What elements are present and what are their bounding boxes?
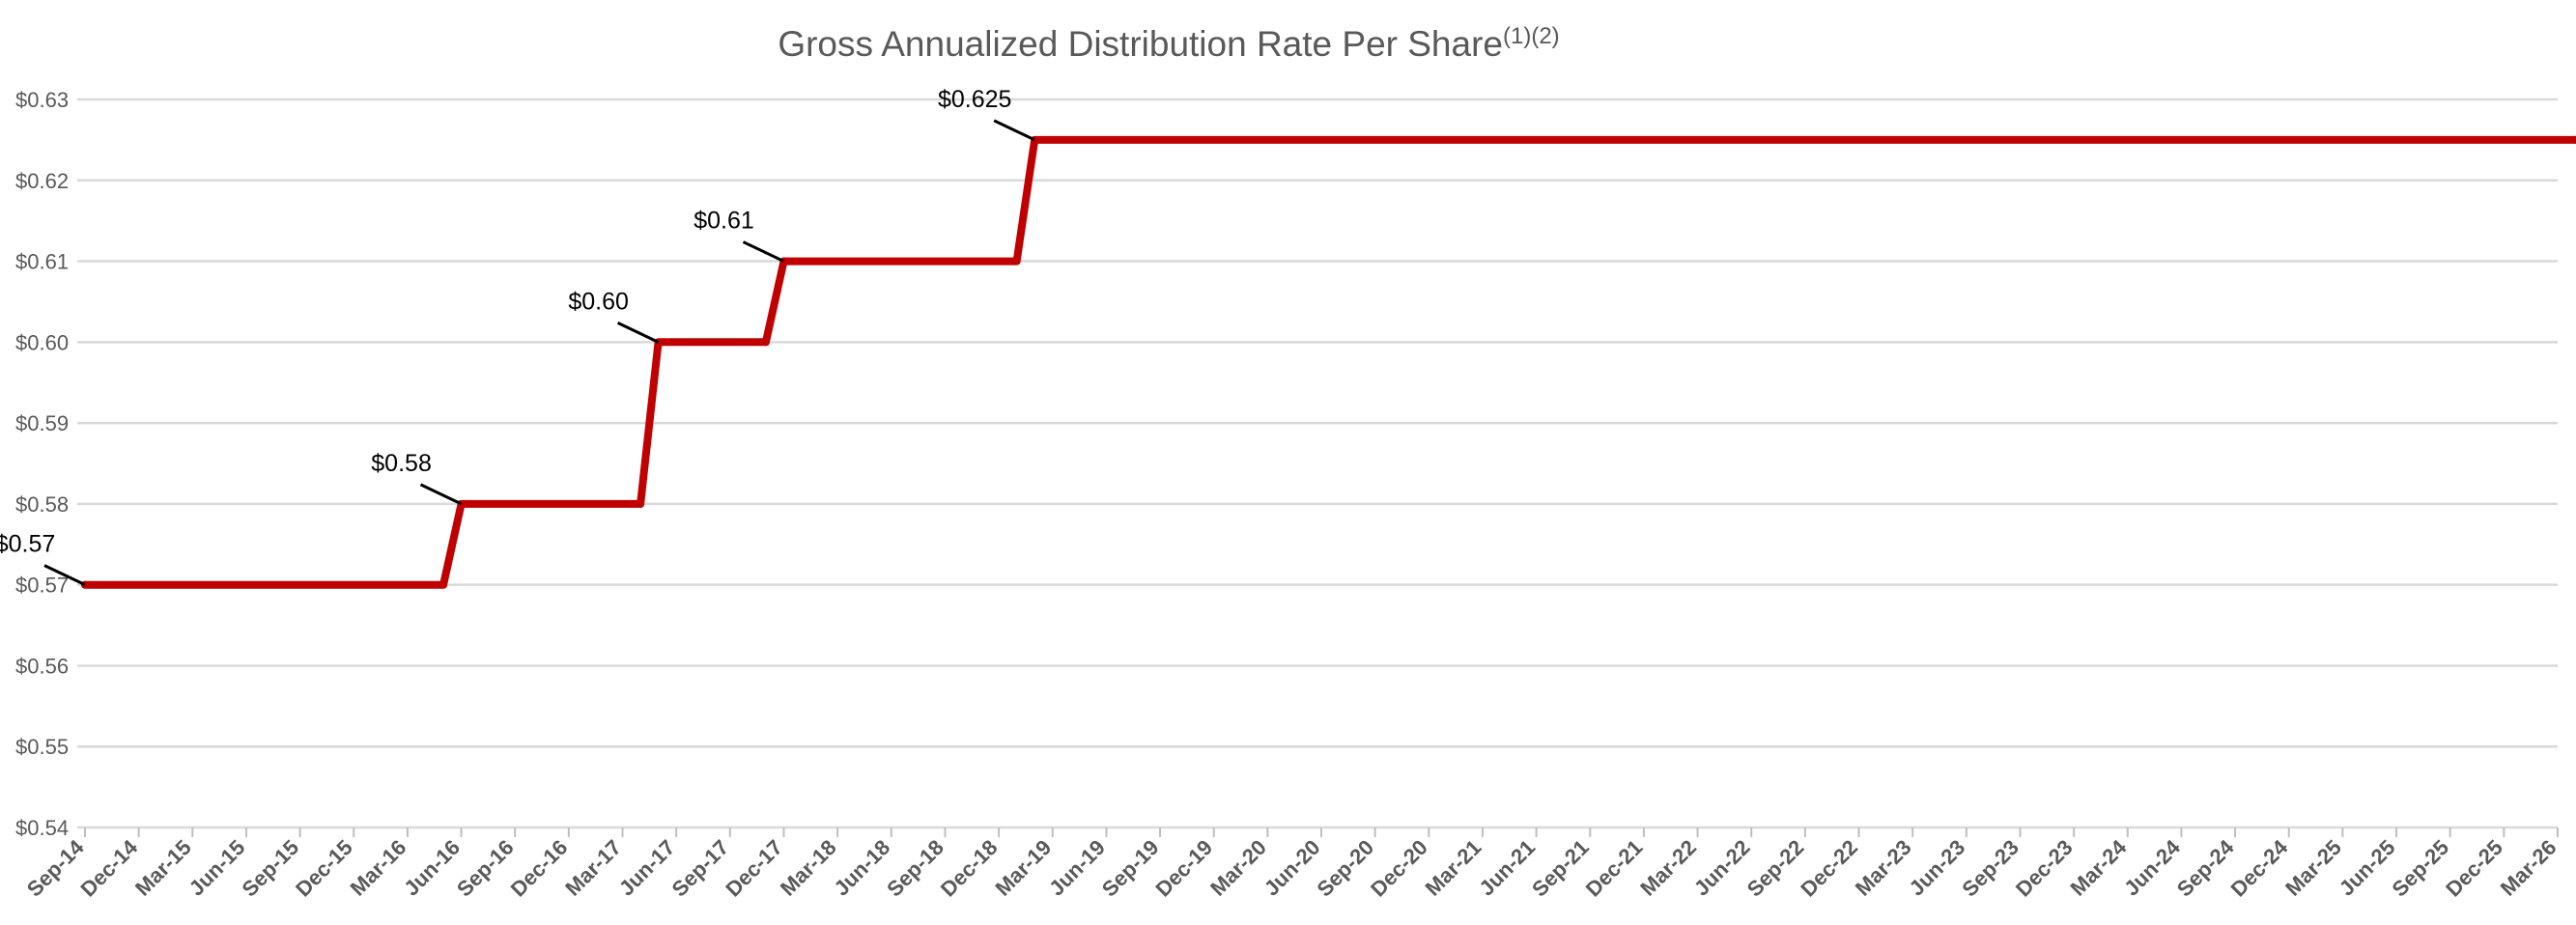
- y-tick-label: $0.59: [15, 411, 69, 435]
- x-tick-label: Dec-21: [1581, 835, 1648, 902]
- chart-title-superscript: (1)(2): [1503, 23, 1560, 49]
- x-tick-label: Jun-17: [614, 835, 680, 901]
- data-label-leader: [616, 321, 660, 344]
- x-tick-label: Sep-25: [2388, 835, 2454, 902]
- x-tick-label: Sep-23: [1957, 835, 2024, 902]
- x-tick-label: Dec-18: [936, 835, 1003, 902]
- x-tick-label: Mar-16: [346, 835, 411, 901]
- x-tick-label: Dec-14: [75, 834, 142, 901]
- x-tick-label: Dec-20: [1366, 835, 1432, 902]
- x-tick-label: Dec-17: [721, 835, 787, 902]
- x-tick-label: Jun-21: [1474, 835, 1540, 901]
- y-tick-label: $0.56: [15, 654, 69, 678]
- x-tick-label: Jun-20: [1260, 835, 1325, 901]
- data-label-leader: [43, 564, 86, 587]
- series-point: [2571, 135, 2576, 144]
- series-point: [637, 499, 645, 508]
- series-line: [81, 135, 2576, 589]
- data-label: $0.61: [694, 208, 754, 235]
- x-tick-label: Sep-22: [1742, 835, 1809, 902]
- x-tick-label: Mar-21: [1421, 835, 1486, 901]
- x-tick-label: Mar-19: [990, 835, 1056, 901]
- x-tick-label: Jun-15: [184, 835, 250, 901]
- x-tick-label: Sep-16: [452, 835, 519, 902]
- y-tick-label: $0.61: [15, 250, 69, 274]
- x-tick-label: Sep-18: [882, 835, 948, 902]
- series-line-path: [81, 135, 2576, 589]
- x-tick-label: Mar-26: [2496, 835, 2562, 901]
- chart-title-text: Gross Annualized Distribution Rate Per S…: [778, 24, 1503, 64]
- x-tick-label: Dec-24: [2226, 834, 2293, 901]
- x-tick-label: Sep-19: [1097, 835, 1164, 902]
- x-tick-label: Mar-17: [560, 835, 626, 901]
- x-tick-label: Jun-18: [829, 835, 894, 901]
- x-tick-label: Sep-21: [1527, 835, 1594, 902]
- series-point: [439, 580, 448, 589]
- data-label-leader: [419, 483, 463, 506]
- x-tick-label: Jun-24: [2119, 834, 2185, 900]
- x-tick-label: Jun-22: [1689, 835, 1755, 901]
- x-tick-label: Sep-15: [237, 835, 303, 902]
- data-label-leader: [993, 119, 1035, 142]
- x-tick-label: Jun-23: [1905, 835, 1970, 901]
- x-tick-label: Mar-25: [2280, 835, 2346, 901]
- x-axis: Sep-14Dec-14Mar-15Jun-15Sep-15Dec-15Mar-…: [22, 827, 2562, 902]
- x-tick-label: Jun-25: [2335, 835, 2400, 901]
- x-tick-label: Dec-16: [506, 835, 573, 902]
- y-tick-label: $0.62: [15, 169, 69, 193]
- gridlines: [77, 98, 2558, 829]
- x-tick-label: Dec-25: [2441, 835, 2507, 902]
- data-label: $0.57: [0, 531, 55, 558]
- x-tick-label: Mar-22: [1635, 835, 1701, 901]
- y-tick-label: $0.63: [15, 88, 69, 112]
- x-tick-label: Jun-16: [399, 835, 465, 901]
- x-tick-label: Sep-14: [22, 834, 89, 901]
- x-tick-label: Dec-23: [2011, 835, 2078, 902]
- x-tick-label: Mar-18: [776, 835, 841, 901]
- data-label: $0.60: [568, 288, 629, 315]
- series-point: [761, 338, 770, 347]
- y-tick-label: $0.54: [15, 816, 69, 840]
- y-axis: $0.63 $0.62 $0.61 $0.60 $0.59 $0.58 $0.57 $0.56…: [15, 88, 69, 840]
- data-labels: $0.57 $0.58 $0.60 $0.61 $0.625: [0, 86, 1035, 587]
- data-label-leader: [742, 240, 785, 263]
- y-tick-label: $0.57: [15, 574, 69, 598]
- x-tick-label: Sep-20: [1312, 835, 1378, 902]
- data-label: $0.58: [371, 450, 432, 477]
- x-tick-label: Sep-17: [667, 835, 734, 902]
- x-tick-label: Mar-20: [1205, 835, 1271, 901]
- x-tick-label: Mar-24: [2065, 834, 2131, 900]
- x-tick-label: Dec-19: [1151, 835, 1218, 902]
- y-tick-label: $0.58: [15, 492, 69, 517]
- x-tick-label: Jun-19: [1044, 835, 1110, 901]
- x-tick-label: Dec-22: [1796, 835, 1862, 902]
- series-point: [1012, 257, 1021, 266]
- x-tick-label: Sep-24: [2172, 834, 2239, 901]
- y-tick-label: $0.55: [15, 735, 69, 759]
- x-tick-label: Dec-15: [291, 835, 357, 902]
- chart-title: Gross Annualized Distribution Rate Per S…: [778, 23, 1559, 64]
- x-tick-label: Mar-15: [130, 835, 196, 901]
- y-tick-label: $0.60: [15, 330, 69, 354]
- x-tick-label: Mar-23: [1851, 835, 1916, 901]
- data-label: $0.625: [938, 86, 1011, 113]
